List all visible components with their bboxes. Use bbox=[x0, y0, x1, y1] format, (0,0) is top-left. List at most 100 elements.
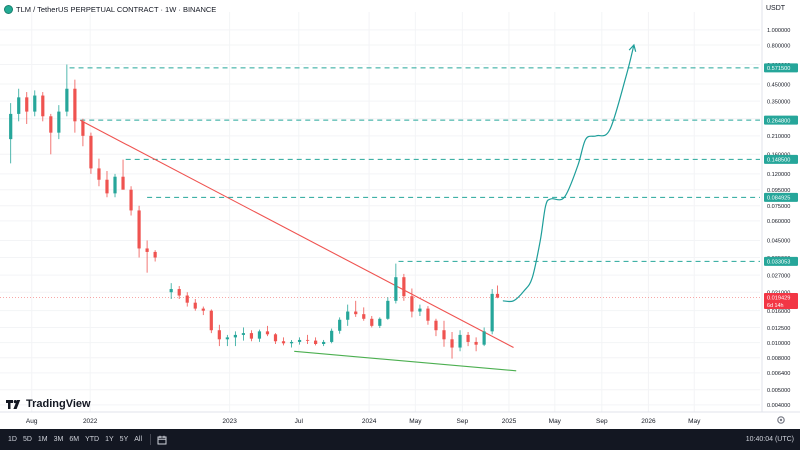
time-tick-label: Sep bbox=[457, 418, 469, 425]
candle-body bbox=[9, 113, 13, 140]
candle-body bbox=[330, 330, 334, 342]
candle bbox=[322, 339, 326, 347]
candle-body bbox=[314, 340, 318, 344]
candle bbox=[65, 64, 69, 117]
price-tick-label: 0.006400 bbox=[767, 371, 790, 377]
toolbar-divider bbox=[150, 434, 152, 445]
settings-gear-icon[interactable] bbox=[776, 415, 786, 425]
timeframe-6m[interactable]: 6M bbox=[69, 436, 80, 443]
candle bbox=[73, 79, 77, 133]
current-price-badge bbox=[764, 292, 798, 309]
price-tick-label: 0.005000 bbox=[767, 388, 790, 394]
candle bbox=[49, 113, 53, 155]
candle bbox=[330, 328, 334, 344]
resistance-level-badge bbox=[764, 154, 798, 164]
timeframe-5d[interactable]: 5D bbox=[22, 436, 32, 443]
time-tick-label: Sep bbox=[596, 418, 608, 425]
price-tick-label: 0.016000 bbox=[767, 309, 790, 315]
candle bbox=[354, 300, 358, 317]
candle-body bbox=[289, 341, 294, 344]
price-tick-label: 0.800000 bbox=[767, 43, 790, 49]
candle bbox=[442, 320, 446, 347]
candle-body bbox=[418, 308, 422, 312]
utc-clock[interactable]: 10:40:04 (UTC) bbox=[745, 436, 794, 443]
candle-body bbox=[378, 318, 382, 326]
candle-body bbox=[410, 296, 414, 312]
candle-body bbox=[386, 300, 390, 319]
candle-body bbox=[305, 339, 310, 341]
candle bbox=[289, 339, 294, 348]
candle bbox=[137, 205, 141, 258]
candle bbox=[241, 327, 245, 341]
candle bbox=[201, 306, 205, 316]
price-tick-label: 0.004000 bbox=[767, 403, 790, 409]
candle-body bbox=[466, 334, 470, 342]
support-trendline[interactable] bbox=[294, 350, 517, 372]
price-tick-label: 0.075000 bbox=[767, 204, 790, 210]
candle bbox=[225, 334, 229, 347]
candle bbox=[153, 250, 157, 262]
projection-path[interactable] bbox=[502, 44, 635, 303]
candle bbox=[233, 331, 237, 347]
candle bbox=[145, 240, 149, 273]
candle-body bbox=[201, 308, 205, 311]
timeframe-5y[interactable]: 5Y bbox=[119, 436, 129, 443]
chart-header: TLM / TetherUS PERPETUAL CONTRACT · 1W ·… bbox=[4, 3, 216, 15]
candle-body bbox=[57, 111, 61, 133]
time-tick-label: 2026 bbox=[641, 418, 656, 425]
price-tick-label: 0.060000 bbox=[767, 219, 790, 225]
candle bbox=[121, 159, 125, 190]
downtrend-trendline[interactable] bbox=[79, 119, 514, 349]
candle bbox=[418, 304, 422, 316]
candle-body bbox=[217, 330, 221, 340]
candle-body bbox=[474, 341, 478, 345]
candle-body bbox=[73, 88, 77, 122]
bar-countdown-label: 6d 14h bbox=[767, 303, 784, 309]
tradingview-watermark: TradingView bbox=[6, 398, 91, 410]
candle bbox=[434, 318, 438, 337]
timeframe-3m[interactable]: 3M bbox=[53, 436, 64, 443]
candle bbox=[458, 330, 462, 352]
price-tick-label: 0.045000 bbox=[767, 239, 790, 245]
candle-body bbox=[41, 95, 45, 117]
candle-body bbox=[193, 302, 197, 309]
timeframe-1m[interactable]: 1M bbox=[37, 436, 48, 443]
resistance-level-label: 0.264800 bbox=[767, 118, 790, 124]
timeframe-1d[interactable]: 1D bbox=[8, 436, 17, 443]
resistance-level-label: 0.148500 bbox=[767, 158, 790, 164]
candle-body bbox=[185, 295, 189, 303]
candle bbox=[386, 297, 390, 320]
candle bbox=[81, 118, 85, 147]
timeframe-all[interactable]: All bbox=[134, 436, 143, 443]
candle bbox=[97, 158, 101, 187]
currency-selector[interactable]: USDT bbox=[766, 5, 786, 12]
price-chart[interactable]: 1.0000000.8000000.6000000.4500000.350000… bbox=[0, 0, 800, 429]
projection-arrowhead bbox=[628, 43, 637, 52]
time-tick-label: May bbox=[549, 418, 562, 425]
tradingview-logo-icon bbox=[6, 399, 21, 409]
candle-body bbox=[495, 293, 500, 298]
candle bbox=[9, 103, 13, 164]
timeframe-ytd[interactable]: YTD bbox=[85, 436, 100, 443]
candle bbox=[249, 330, 254, 342]
candle bbox=[466, 331, 470, 347]
candle bbox=[450, 331, 454, 359]
resistance-level-badge bbox=[764, 256, 798, 266]
current-price-label: 0.019429 bbox=[767, 296, 790, 302]
candle-body bbox=[354, 311, 358, 315]
price-tick-label: 0.120000 bbox=[767, 172, 790, 178]
calendar-range-icon[interactable] bbox=[157, 435, 167, 445]
timeframe-1y[interactable]: 1Y bbox=[105, 436, 114, 443]
candle-body bbox=[177, 289, 181, 296]
candle bbox=[17, 88, 21, 122]
candle bbox=[193, 299, 197, 311]
candle-body bbox=[33, 95, 37, 112]
candle bbox=[281, 337, 286, 346]
candle-body bbox=[105, 179, 109, 194]
candle-body bbox=[394, 277, 398, 301]
candle bbox=[338, 317, 342, 334]
candle-body bbox=[297, 339, 302, 342]
candle bbox=[490, 289, 494, 335]
candle-body bbox=[49, 116, 53, 133]
candle-body bbox=[442, 330, 446, 340]
